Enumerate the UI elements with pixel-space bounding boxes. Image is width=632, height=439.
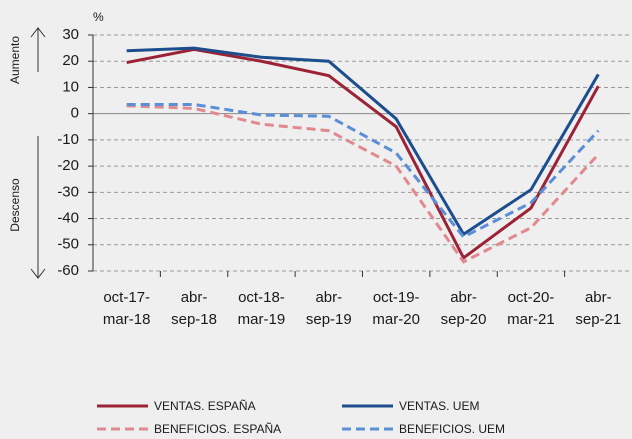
y-tick-label: -40 <box>57 210 79 227</box>
arrows <box>30 27 46 279</box>
y-tick-label: 30 <box>62 26 79 43</box>
series-line <box>126 47 600 261</box>
legend-label: VENTAS. UEM <box>399 399 479 413</box>
x-tick-label: oct-18- <box>238 289 285 306</box>
y-tick-label: -10 <box>57 131 79 148</box>
x-tick-label: sep-19 <box>306 311 352 328</box>
series-line <box>126 46 600 237</box>
annotation: Descenso <box>8 178 22 232</box>
legend-label: BENEFICIOS. ESPAÑA <box>154 422 281 436</box>
annotation: Aumento <box>8 36 22 84</box>
y-tick-label: -20 <box>57 157 79 174</box>
x-tick-label: mar-21 <box>507 311 555 328</box>
x-tick-label: abr- <box>585 289 612 306</box>
x-tick-label: abr- <box>450 289 477 306</box>
y-tick-label: 20 <box>62 52 79 69</box>
y-tick-label: -50 <box>57 236 79 253</box>
x-tick-label: oct-17- <box>103 289 150 306</box>
x-tick-label: mar-19 <box>238 311 286 328</box>
x-tick-label: oct-20- <box>508 289 555 306</box>
legend-label: BENEFICIOS. UEM <box>399 422 505 436</box>
x-tick-label: mar-18 <box>103 311 151 328</box>
x-tick-label: mar-20 <box>372 311 420 328</box>
y-tick-label: -30 <box>57 183 79 200</box>
x-tick-label: sep-18 <box>171 311 217 328</box>
y-tick-label: 10 <box>62 78 79 95</box>
x-tick-label: abr- <box>181 289 208 306</box>
y-tick-label: -60 <box>57 262 79 279</box>
series-line <box>126 104 600 264</box>
y-tick-label: 0 <box>71 105 79 122</box>
x-tick-label: oct-19- <box>373 289 420 306</box>
x-tick-label: sep-21 <box>575 311 621 328</box>
legend-label: VENTAS. ESPAÑA <box>154 399 256 413</box>
y-unit: % <box>93 10 104 24</box>
x-tick-label: sep-20 <box>441 311 487 328</box>
x-tick-label: abr- <box>315 289 342 306</box>
series-line <box>126 102 600 239</box>
